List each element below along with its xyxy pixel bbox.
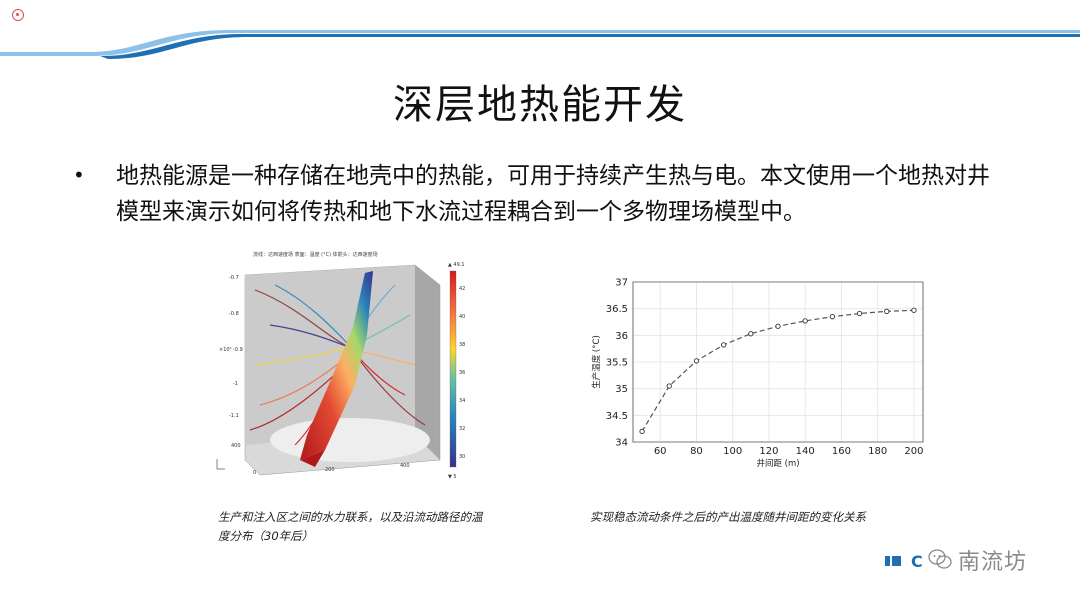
bullet-marker: • — [73, 163, 85, 187]
y-tick-label: 35 — [615, 384, 628, 395]
x-tick: 0 — [253, 470, 256, 476]
z-tick: 400 — [231, 443, 241, 449]
plot-header: 流线：达西速度场 表面：温度 (°C) 体箭头：达西速度场 — [253, 251, 378, 258]
x-tick-label: 100 — [723, 446, 742, 457]
y-tick-label: 37 — [615, 278, 628, 289]
brand-logo-icon: C — [885, 552, 923, 570]
simulation-figure: 流线：达西速度场 表面：温度 (°C) 体箭头：达西速度场 ▲ 49.1 ▼ 5… — [216, 251, 465, 480]
x-tick-label: 120 — [759, 446, 778, 457]
caption-left: 生产和注入区之间的水力联系，以及沿流动路径的温度分布（30年后） — [218, 510, 483, 543]
data-point — [693, 358, 700, 364]
y-tick: -0.9 — [233, 347, 243, 353]
x-tick-label: 200 — [904, 446, 923, 457]
colorbar-tick: 40 — [459, 314, 465, 320]
y-tick: -0.7 — [229, 275, 239, 281]
colorbar-tick: 42 — [459, 286, 465, 292]
y-tick-label: 36 — [615, 331, 628, 342]
x-tick-label: 60 — [654, 446, 667, 457]
plot-frame — [632, 281, 924, 443]
x-tick: 200 — [325, 467, 335, 473]
y-tick-label: 35.5 — [606, 358, 628, 369]
slide-title: 深层地热能开发 — [393, 82, 687, 128]
colorbar-tick: 30 — [459, 454, 465, 460]
data-point — [856, 310, 863, 317]
logo-dot-icon — [12, 9, 24, 21]
y-tick: -1 — [233, 381, 238, 387]
y-tick-label: 34 — [615, 438, 628, 449]
data-point — [666, 383, 672, 389]
data-point — [720, 342, 727, 348]
x-tick: 400 — [400, 463, 410, 469]
colorbar-tick: 32 — [459, 426, 465, 432]
x-tick-label: 180 — [868, 446, 887, 457]
colorbar-tick: 34 — [459, 398, 465, 404]
x-tick-label: 140 — [796, 446, 815, 457]
caption-right: 实现稳态流动条件之后的产出温度随井间距的变化关系 — [590, 510, 866, 524]
colorbar-tick: 38 — [459, 342, 465, 348]
y-tick-label: 34.5 — [606, 411, 628, 422]
x-tick-label: 160 — [832, 446, 851, 457]
wechat-icon — [928, 549, 952, 569]
data-point — [884, 308, 890, 314]
watermark-text: 南流坊 — [958, 550, 1028, 575]
colorbar-max: ▲ 49.1 — [448, 262, 465, 268]
data-point — [775, 323, 781, 329]
y-exponent: ×10³ — [219, 347, 232, 353]
x-tick-label: 80 — [690, 446, 703, 457]
data-point — [802, 318, 808, 324]
data-point — [748, 331, 754, 337]
bullet-text: 地热能源是一种存储在地壳中的热能，可用于持续产生热与电。本文使用一个地热对井模型… — [116, 163, 990, 225]
y-tick: -1.1 — [229, 413, 239, 419]
header-band — [0, 30, 1080, 59]
data-point — [911, 307, 917, 313]
y-tick: -0.8 — [229, 311, 239, 317]
x-axis-label: 井间距 (m) — [756, 458, 799, 469]
data-point — [829, 314, 836, 320]
data-point — [639, 428, 645, 434]
colorbar-min: ▼ 5 — [448, 474, 457, 480]
y-axis-label: 生产温度 (°C) — [591, 335, 602, 389]
brand-logo-text: C — [911, 552, 923, 570]
y-tick-label: 36.5 — [606, 304, 628, 315]
temperature-chart: 34 34.5 35 35.5 36 36.5 37 60 80 100 120 140 160 180 2… — [591, 278, 924, 470]
colorbar-tick: 36 — [459, 370, 465, 376]
